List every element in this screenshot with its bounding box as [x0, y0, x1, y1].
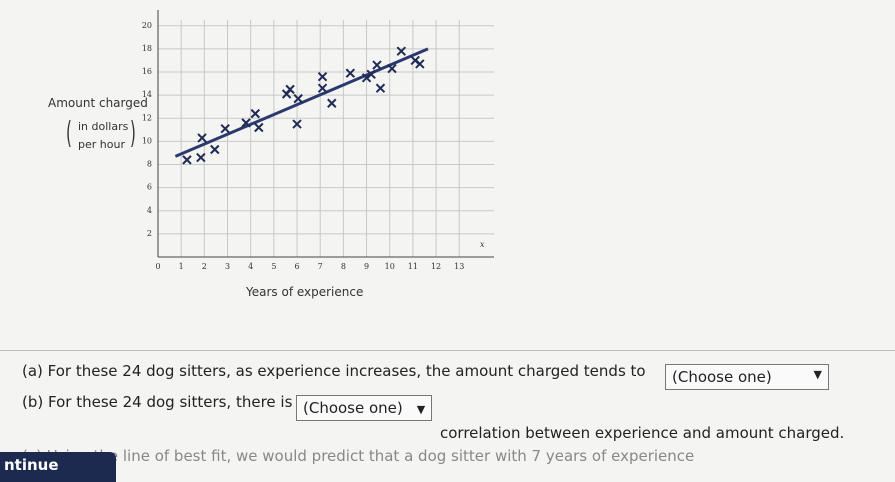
- dropdown-arrow[interactable]: ▼: [416, 403, 426, 416]
- data-point: [250, 108, 261, 119]
- y-tick-label: 8: [147, 160, 152, 169]
- y-tick-label: 18: [142, 44, 152, 53]
- continue-button[interactable]: ntinue: [0, 452, 116, 482]
- question-text: correlation between experience and amoun…: [440, 424, 845, 442]
- y-axis-sub: per hour: [78, 138, 125, 151]
- data-point: [396, 46, 407, 56]
- data-point: [345, 68, 356, 78]
- x-tick-label: 11: [408, 262, 418, 271]
- x-tick-label: 0: [155, 262, 160, 271]
- y-tick-label: 12: [142, 113, 152, 122]
- x-tick-label: 3: [225, 262, 230, 271]
- data-point: [182, 155, 192, 165]
- y-tick-label: 20: [142, 21, 152, 30]
- data-point: [317, 71, 328, 82]
- x-tick-label: 12: [431, 262, 441, 271]
- data-point: [375, 83, 386, 93]
- y-tick-label: 14: [142, 90, 152, 99]
- y-axis-label: Amount charged: [48, 96, 148, 110]
- data-point: [196, 152, 206, 163]
- x-tick-label: 4: [248, 262, 253, 271]
- y-tick-label: 16: [142, 67, 152, 76]
- x-tick-label: 9: [364, 262, 369, 271]
- data-point: [327, 98, 337, 108]
- data-point: [254, 122, 264, 133]
- dropdown-text[interactable]: (Choose one): [672, 368, 772, 386]
- y-axis-sub: in dollars: [78, 120, 129, 133]
- data-point: [372, 60, 382, 70]
- question-text: (c) Using the line of best fit, we would…: [22, 447, 695, 465]
- question-text: (b) For these 24 dog sitters, there is: [22, 393, 293, 411]
- x-tick-label: 2: [202, 262, 207, 271]
- separator: [0, 350, 895, 351]
- x-tick-label: 1: [179, 262, 184, 271]
- data-point: [241, 118, 251, 128]
- dropdown[interactable]: (Choose one) ▼: [665, 364, 829, 390]
- dropdown-text[interactable]: (Choose one): [303, 399, 403, 417]
- dropdown-arrow[interactable]: ▼: [813, 368, 822, 381]
- data-point: [317, 83, 328, 93]
- data-point: [292, 119, 302, 129]
- paren: (: [66, 116, 72, 151]
- dropdown[interactable]: (Choose one) ▼: [296, 395, 433, 421]
- x-axis-label: Years of experience: [246, 285, 364, 299]
- data-point: [210, 144, 220, 155]
- y-tick-label: 2: [147, 229, 152, 238]
- data-point: [387, 63, 397, 74]
- x-tick-label: 6: [294, 262, 299, 271]
- data-point: [285, 84, 295, 95]
- data-point: [220, 123, 230, 134]
- data-point: [197, 133, 207, 143]
- x-tick-label: 10: [385, 262, 395, 271]
- x-tick-label: 8: [341, 262, 346, 271]
- y-tick-label: 4: [147, 206, 152, 215]
- x-tick-label: 5: [271, 262, 276, 271]
- question-text: (a) For these 24 dog sitters, as experie…: [22, 362, 646, 380]
- paren: ): [130, 116, 136, 151]
- data-point: [366, 69, 376, 80]
- data-point: [415, 59, 425, 69]
- data-point: [293, 93, 303, 104]
- x-axis-symbol: x: [480, 240, 485, 249]
- y-tick-label: 6: [147, 183, 152, 192]
- x-tick-label: 13: [454, 262, 464, 271]
- x-tick-label: 7: [318, 262, 323, 271]
- y-tick-label: 10: [142, 136, 152, 145]
- button-text[interactable]: ntinue: [4, 456, 59, 474]
